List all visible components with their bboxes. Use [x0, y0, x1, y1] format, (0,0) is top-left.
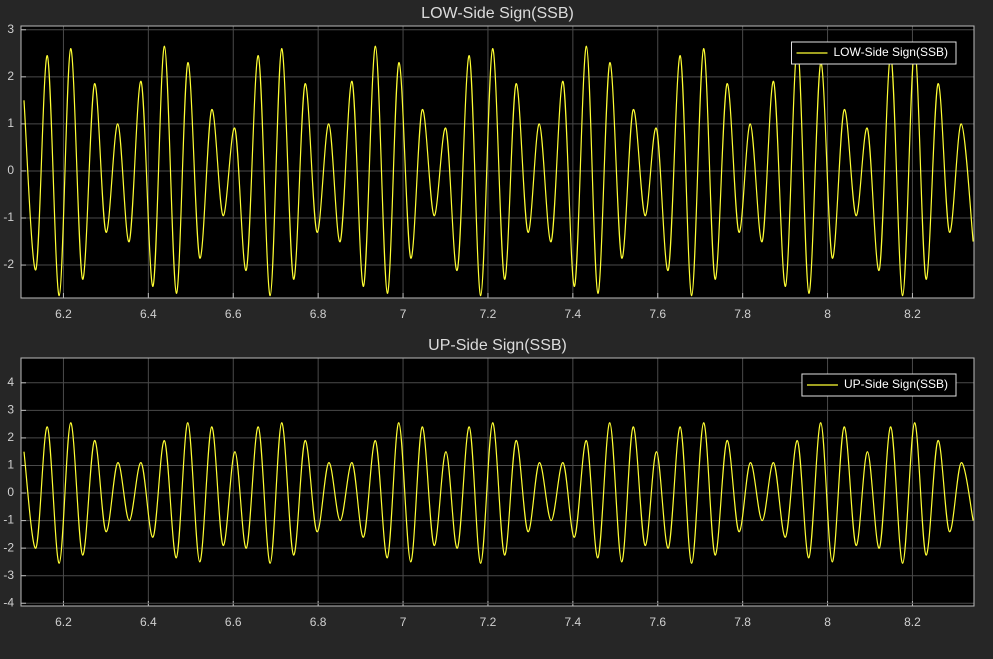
legend: LOW-Side Sign(SSB): [791, 41, 957, 65]
y-tick-label: 2: [7, 69, 14, 83]
x-tick-label: 7.6: [649, 307, 666, 321]
y-tick-label: 2: [7, 430, 14, 444]
x-tick-label: 7.2: [480, 615, 497, 629]
chart-title: LOW-Side Sign(SSB): [421, 5, 574, 22]
y-tick-label: 4: [7, 375, 14, 389]
y-tick-label: -4: [3, 595, 14, 609]
signal-line: [23, 422, 974, 564]
legend: UP-Side Sign(SSB): [801, 373, 957, 397]
y-tick-label: -2: [3, 540, 14, 554]
y-tick-label: 3: [7, 22, 14, 36]
y-tick-label: 3: [7, 403, 14, 417]
x-tick-label: 7.4: [565, 307, 582, 321]
x-tick-label: 8: [824, 307, 831, 321]
x-tick-label: 7.6: [649, 615, 666, 629]
x-tick-label: 7.4: [565, 615, 582, 629]
x-tick-label: 7: [400, 615, 407, 629]
x-tick-label: 6.2: [55, 307, 72, 321]
axes-frame: [20, 357, 975, 607]
legend-box: [801, 373, 957, 397]
chart-title: UP-Side Sign(SSB): [428, 337, 567, 354]
y-tick-label: -1: [3, 513, 14, 527]
x-tick-label: 7.8: [734, 615, 751, 629]
x-tick-label: 6.2: [55, 615, 72, 629]
x-tick-label: 8.2: [904, 615, 921, 629]
y-tick-label: 0: [7, 485, 14, 499]
x-tick-label: 8: [824, 615, 831, 629]
x-tick-label: 6.6: [225, 615, 242, 629]
legend-label: LOW-Side Sign(SSB): [834, 45, 949, 59]
x-tick-label: 7.2: [480, 307, 497, 321]
x-tick-label: 7.8: [734, 307, 751, 321]
x-tick-label: 7: [400, 307, 407, 321]
x-tick-label: 8.2: [904, 307, 921, 321]
axes-frame: [20, 25, 975, 299]
axes: 6.2 6.4 6.6 6.8 7 7.2 7.4 7.6 7.8 8 8.2 -2 -1 0 1 2 3 LOW…: [3, 5, 975, 321]
x-tick-label: 6.8: [310, 307, 327, 321]
y-tick-label: 1: [7, 116, 14, 130]
legend-box: [791, 41, 957, 65]
y-tick-label: 1: [7, 458, 14, 472]
axes: 6.2 6.4 6.6 6.8 7 7.2 7.4 7.6 7.8 8 8.2 -4 -3 -2 -1 0 1 2…: [3, 337, 975, 629]
y-tick-label: -1: [3, 210, 14, 224]
y-tick-label: 0: [7, 163, 14, 177]
legend-label: UP-Side Sign(SSB): [844, 377, 948, 391]
signal-line: [23, 45, 974, 297]
x-tick-label: 6.4: [140, 615, 157, 629]
y-tick-label: -3: [3, 568, 14, 582]
x-tick-label: 6.6: [225, 307, 242, 321]
y-tick-label: -2: [3, 257, 14, 271]
x-tick-label: 6.4: [140, 307, 157, 321]
x-tick-label: 6.8: [310, 615, 327, 629]
plot-area: [21, 26, 974, 298]
